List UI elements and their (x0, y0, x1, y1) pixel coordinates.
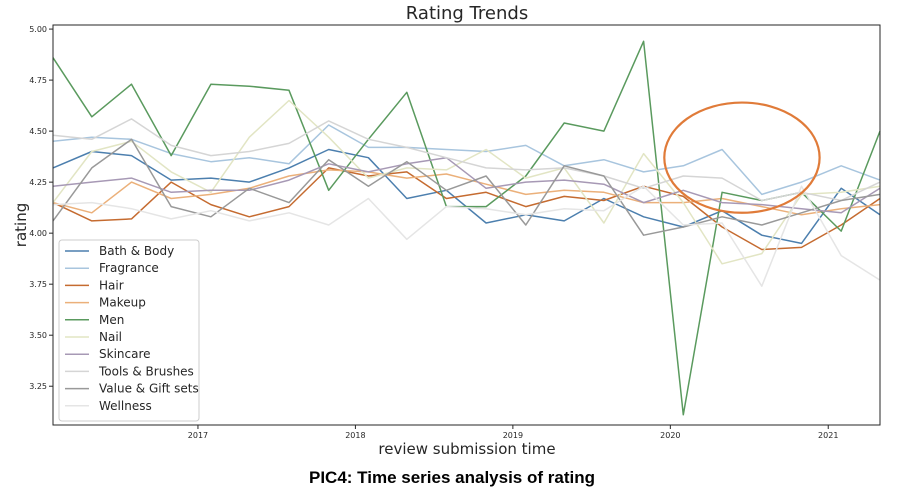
legend-label: Hair (99, 278, 124, 292)
rating-trends-chart: Rating Trends 3.25 3.50 3.75 4.00 4.25 4.50 4.… (12, 3, 881, 458)
series-line-1 (52, 124, 881, 196)
series-line-9 (52, 185, 881, 287)
chart-title: Rating Trends (406, 3, 528, 24)
x-axis-label: review submission time (378, 440, 555, 458)
legend-label: Wellness (99, 399, 152, 413)
x-tick-label: 2019 (503, 431, 523, 440)
y-tick-label: 4.50 (29, 127, 47, 136)
x-tick-label: 2021 (818, 431, 838, 440)
series-line-6 (52, 156, 881, 214)
x-tick-label: 2020 (660, 431, 680, 440)
y-tick-label: 3.75 (29, 280, 47, 289)
legend-label: Value & Gift sets (99, 382, 199, 396)
y-tick-label: 4.75 (29, 76, 47, 85)
plot-frame (52, 24, 881, 426)
series-line-4 (52, 40, 881, 416)
series-line-7 (52, 118, 881, 202)
legend: Bath & Body Fragrance Hair Makeup Men Nail Ski… (58, 239, 200, 422)
legend-label: Bath & Body (99, 244, 174, 258)
x-axis: 2017 2018 2019 2020 2021 (188, 425, 838, 440)
x-tick-label: 2017 (188, 431, 208, 440)
x-tick-label: 2018 (345, 431, 365, 440)
series-line-8 (52, 138, 881, 236)
legend-label: Makeup (99, 296, 146, 310)
legend-label: Skincare (99, 347, 151, 361)
y-tick-label: 3.50 (29, 331, 47, 340)
figure-caption: PIC4: Time series analysis of rating (309, 468, 595, 487)
highlight-ellipse (663, 101, 821, 214)
legend-label: Fragrance (99, 261, 159, 275)
y-tick-label: 4.25 (29, 178, 47, 187)
series-line-3 (52, 169, 881, 216)
legend-box (58, 239, 200, 422)
y-axis-label: rating (12, 203, 30, 247)
series-line-5 (52, 99, 881, 265)
legend-label: Nail (99, 330, 122, 344)
series-line-2 (52, 167, 881, 251)
legend-label: Men (99, 313, 124, 327)
y-axis: 3.25 3.50 3.75 4.00 4.25 4.50 4.75 5.00 (29, 25, 53, 391)
y-tick-label: 4.00 (29, 229, 47, 238)
y-tick-label: 5.00 (29, 25, 47, 34)
legend-label: Tools & Brushes (98, 364, 194, 378)
y-tick-label: 3.25 (29, 382, 47, 391)
plot-area (52, 40, 881, 416)
